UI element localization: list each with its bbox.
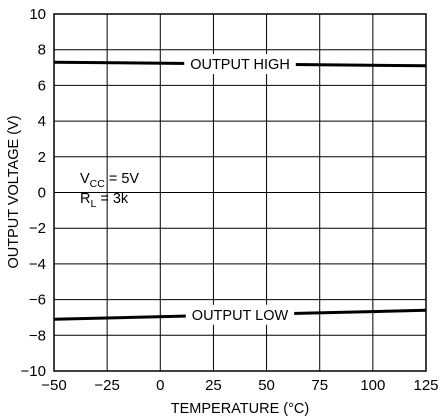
x-tick-label: 50 [258, 377, 275, 394]
rl-symbol: R [80, 191, 90, 207]
rl-subscript: L [90, 198, 96, 210]
series-labels: OUTPUT HIGH OUTPUT LOW [184, 53, 296, 325]
plot-frame [53, 13, 427, 372]
y-tick-label: 4 [38, 113, 46, 130]
vcc-symbol: V [80, 171, 90, 187]
x-axis-title: TEMPERATURE (°C) [171, 401, 309, 417]
y-tick-label: 2 [38, 149, 46, 166]
y-tick-label: 8 [38, 42, 46, 59]
rl-value: = 3k [96, 191, 129, 207]
y-tick-label: −8 [29, 327, 46, 344]
x-tick-label: 75 [311, 377, 328, 394]
x-tick-label: −25 [94, 377, 119, 394]
y-tick-label: 10 [29, 6, 46, 23]
y-tick-label: −2 [29, 220, 46, 237]
series-label: OUTPUT LOW [192, 308, 289, 324]
y-tick-labels: −10 −8 −6 −4 −2 0 2 4 6 8 10 [21, 6, 46, 380]
vcc-value: = 5V [105, 171, 140, 187]
y-tick-label: −6 [29, 292, 46, 309]
x-tick-label: 125 [413, 377, 438, 394]
grid-lines [54, 14, 426, 371]
x-tick-label: 0 [156, 377, 164, 394]
series-label-backdrop [185, 304, 295, 325]
rl-condition-label: RL = 3k [80, 191, 129, 210]
y-tick-label: 0 [38, 185, 46, 202]
y-tick-label: −4 [29, 256, 46, 273]
y-tick-label: 6 [38, 77, 46, 94]
x-tick-label: 25 [205, 377, 222, 394]
vcc-subscript: CC [90, 178, 106, 190]
vcc-condition-label: VCC = 5V [80, 171, 139, 190]
y-axis-title: OUTPUT VOLTAGE (V) [6, 115, 22, 268]
series-label-backdrop [184, 53, 296, 74]
y-tick-label: −10 [21, 363, 46, 380]
x-tick-labels: −50 −25 0 25 50 75 100 125 [41, 377, 438, 394]
x-tick-label: −50 [41, 377, 66, 394]
series-label: OUTPUT HIGH [190, 57, 290, 73]
x-tick-label: 100 [360, 377, 385, 394]
